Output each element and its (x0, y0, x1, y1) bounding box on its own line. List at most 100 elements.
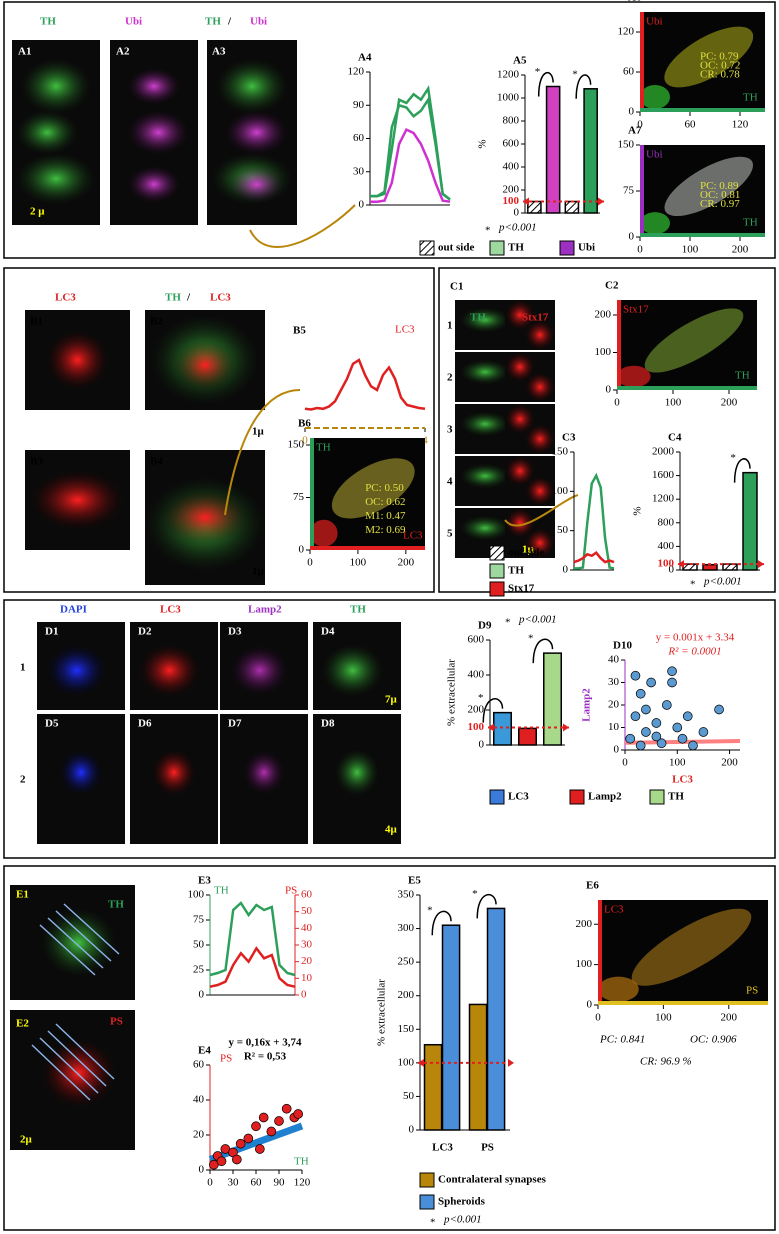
x-tick-label: 200 (721, 757, 738, 769)
image-label: TH (470, 312, 486, 324)
y2-tick-label: 10 (301, 972, 313, 984)
point (235, 1138, 246, 1149)
y-label: TH (316, 442, 331, 454)
image-label: Lamp2 (248, 604, 282, 616)
density-core (640, 85, 670, 109)
chart: A4 0 30 60 90 120 (348, 52, 451, 211)
x-tick-label: 200 (398, 557, 415, 569)
y2-tick-label: 20 (301, 955, 313, 967)
point (635, 688, 646, 699)
y-tick-label: 20 (193, 1129, 205, 1141)
density-core (617, 365, 651, 388)
chart-title: LC3 (395, 324, 415, 336)
point (667, 666, 677, 677)
x-tick-label: 120 (732, 119, 749, 131)
x-tick-label: 100 (665, 397, 682, 409)
y-label: % (632, 506, 644, 515)
micrograph-signal (163, 490, 247, 545)
micrograph-signal (46, 330, 109, 390)
image-label: DAPI (60, 604, 87, 616)
significance-bracket (482, 698, 504, 723)
y-tick-label: 0 (614, 744, 620, 756)
significance-bracket (575, 74, 592, 99)
point (672, 722, 683, 733)
micrograph-signal (460, 515, 510, 541)
line-series (370, 96, 451, 201)
y-tick-label: 400 (468, 669, 485, 681)
x-tick-label: 0 (637, 119, 643, 131)
image-label: 2 (20, 774, 26, 786)
bar (543, 652, 562, 746)
equation: y = 0,16x + 3,74 (228, 1037, 302, 1049)
image-label: LC3 (210, 292, 231, 304)
point (677, 733, 688, 744)
x-tick-label: 200 (732, 244, 749, 256)
bar (493, 711, 512, 746)
significance-star: * (430, 1217, 436, 1229)
point (274, 1116, 284, 1126)
legend-label: Ubi (578, 242, 595, 254)
p-note: p<0.001 (518, 614, 557, 626)
p-note: p<0.001 (703, 576, 742, 588)
chart: D10 0 10 20 30 40 0 100 200 Lamp2 LC3 y = 0.001x + … (581, 632, 741, 786)
micrograph-signal (41, 908, 117, 977)
legend-label: out side (508, 547, 544, 559)
image-label: B1 (30, 316, 43, 328)
image-label: B3 (30, 456, 43, 468)
panel-label: E6 (586, 880, 599, 892)
x-tick-label: PS (481, 1142, 494, 1154)
point (661, 700, 672, 710)
significance-bracket (431, 910, 452, 936)
image-label: TH (350, 604, 366, 616)
x-tick-label: 0 (622, 757, 628, 769)
x-tick-label: 100 (682, 244, 699, 256)
legend-swatch (559, 240, 575, 256)
image-label: 1 (447, 320, 453, 332)
y-tick-label: 100 (188, 889, 205, 901)
image-label: D8 (321, 718, 335, 730)
chart: E4 0 20 40 60 0 30 60 90 120 PS TH y = 0,16x + 3,74 R… (193, 1037, 311, 1189)
x-label: LC3 (403, 530, 423, 542)
image-label: 1μ (252, 426, 265, 438)
significance-star: * (505, 617, 511, 629)
y-channel-bar (310, 438, 314, 550)
micrographs (10, 40, 579, 1150)
y-tick-label: 0 (563, 564, 569, 576)
y-tick-label: 0 (299, 544, 305, 556)
bar (518, 727, 537, 746)
reference-label: 100 (503, 195, 520, 207)
micrograph-signal (505, 456, 535, 486)
legend-label: TH (508, 565, 524, 577)
y-tick-label: 150 (398, 1023, 415, 1035)
y2-tick-label: 0 (301, 989, 307, 1001)
chart: A5 0 200 400 600 800 1000 1200% * * 100 * p<0.001 out… (419, 55, 604, 256)
y-tick-label: 50 (557, 524, 569, 536)
image-label: 7μ (385, 694, 398, 706)
chart: E5 0 50 100 150 200 250 300 350 % extracellular LC… (376, 875, 547, 1229)
point (293, 1109, 304, 1119)
micrograph-signal (460, 463, 510, 489)
bar (545, 85, 561, 214)
significance-star: * (528, 633, 534, 645)
image-label: A3 (212, 46, 226, 58)
y-tick-label: 60 (193, 1059, 205, 1071)
micrograph-signal (505, 404, 535, 434)
legend-swatch (489, 789, 505, 805)
y-tick-label: 120 (348, 66, 365, 78)
significance-star: * (485, 225, 491, 237)
reference-label: 100 (468, 721, 485, 733)
image-label: / (186, 292, 191, 304)
x-channel-bar (640, 233, 765, 237)
image-label: Stx17 (522, 312, 549, 324)
image-label: 1μ (252, 566, 265, 578)
x-channel-bar (640, 108, 765, 112)
image-label: D6 (138, 718, 152, 730)
x-tick-label: 100 (669, 757, 686, 769)
micrograph-signal (505, 352, 535, 382)
legend-label: Lamp2 (588, 791, 622, 803)
point (630, 711, 641, 722)
micrograph-signal (175, 340, 235, 390)
significance-star: * (472, 888, 478, 900)
